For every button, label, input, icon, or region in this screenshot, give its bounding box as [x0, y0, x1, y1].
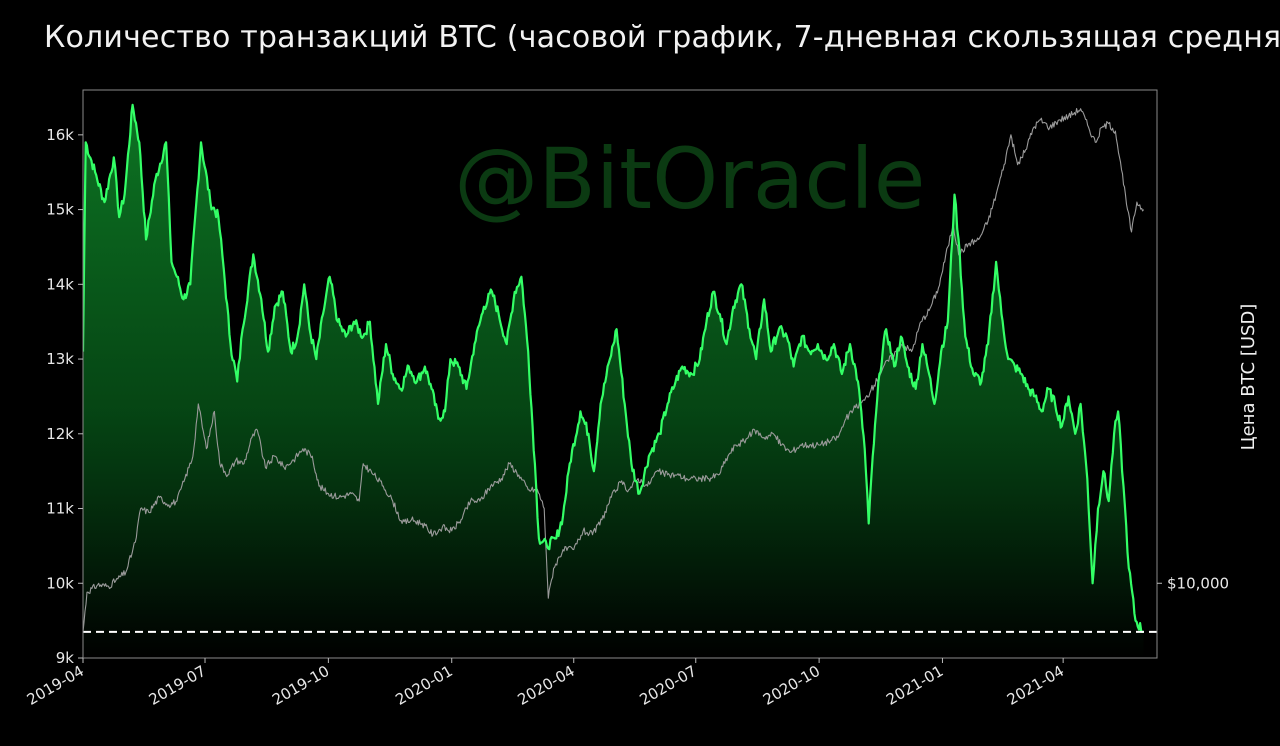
transactions-line	[83, 103, 1144, 633]
x-tick-label: 2021-01	[883, 662, 946, 709]
y-tick-label: 16k	[46, 126, 74, 144]
y-tick-label: 10k	[46, 574, 74, 592]
y-tick-label: 13k	[46, 350, 74, 368]
watermark-text: @BitOracle	[454, 130, 925, 228]
price-line	[83, 107, 1145, 632]
y-tick-label: 11k	[46, 500, 74, 518]
plot-frame	[82, 89, 1158, 659]
x-tick-label: 2020-01	[392, 662, 455, 709]
right-tick-label: $10,000	[1167, 574, 1229, 592]
x-tick-label: 2020-07	[636, 662, 699, 709]
right-axis-label: Цена BTC [USD]	[1238, 304, 1259, 451]
x-tick-label: 2019-07	[146, 662, 209, 709]
x-tick-label: 2020-10	[760, 662, 823, 709]
x-tick-label: 2021-04	[1004, 662, 1067, 709]
chart-title: Количество транзакций BTC (часовой графи…	[44, 20, 1280, 55]
x-tick-label: 2019-10	[269, 662, 332, 709]
x-tick-label: 2019-04	[24, 662, 87, 709]
y-tick-label: 14k	[46, 275, 74, 293]
y-tick-label: 15k	[46, 201, 74, 219]
transactions-area	[83, 104, 1144, 658]
x-tick-label: 2020-04	[514, 662, 577, 709]
y-tick-label: 9k	[56, 649, 75, 667]
y-tick-label: 12k	[46, 425, 74, 443]
